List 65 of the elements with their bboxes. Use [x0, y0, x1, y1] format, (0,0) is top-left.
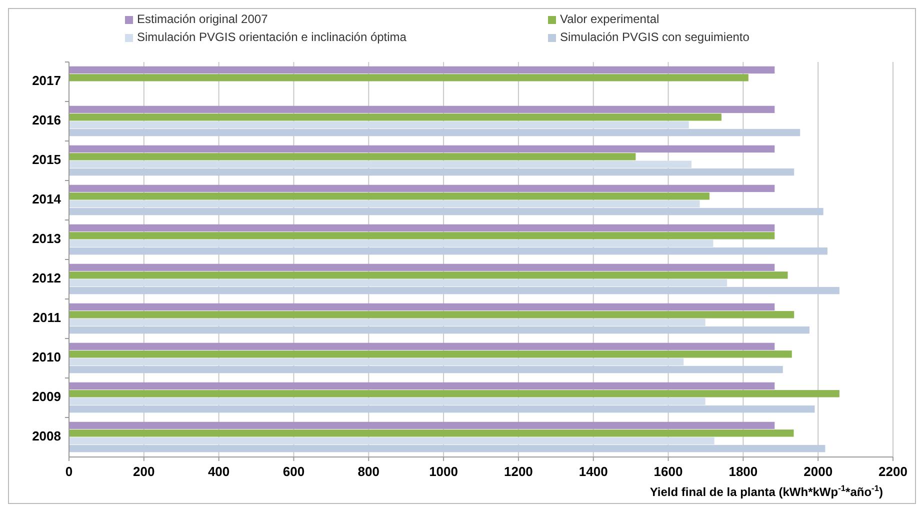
bar — [69, 264, 775, 272]
legend-label: Estimación original 2007 — [137, 12, 268, 26]
bar — [69, 247, 828, 255]
bar — [69, 240, 714, 247]
x-tick-label: 1000 — [429, 464, 458, 479]
legend-label: Valor experimental — [560, 12, 660, 26]
y-tick-label: 2013 — [32, 231, 61, 246]
bar — [69, 390, 840, 398]
y-tick-label: 2017 — [32, 73, 61, 88]
x-tick-label: 600 — [282, 464, 305, 479]
legend-label: Simulación PVGIS con seguimiento — [560, 30, 750, 44]
bar — [69, 342, 775, 350]
bar — [69, 326, 810, 334]
x-tick-label: 1200 — [504, 464, 533, 479]
bar — [69, 444, 826, 452]
x-axis-title: Yield final de la planta (kWh*kWp$^{-1}$*año$^{-1}$) — [650, 483, 883, 499]
bar — [69, 437, 714, 444]
bar — [69, 286, 840, 294]
bar — [69, 405, 815, 413]
bar — [69, 128, 800, 136]
bar — [69, 272, 788, 279]
y-tick-label: 2014 — [32, 192, 62, 207]
y-tick-label: 2008 — [32, 428, 61, 444]
bar — [69, 208, 824, 216]
bar — [69, 114, 722, 121]
bar — [69, 224, 775, 232]
bar — [69, 303, 775, 311]
x-tick-label: 2000 — [804, 464, 833, 479]
y-tick-label: 2010 — [32, 350, 61, 365]
bar — [69, 358, 684, 366]
bar — [69, 382, 775, 390]
bar — [69, 184, 775, 192]
bar — [69, 74, 748, 82]
y-tick-label: 2009 — [32, 389, 61, 404]
y-tick-label: 2012 — [32, 270, 61, 286]
y-tick-label: 2011 — [32, 310, 61, 326]
bar — [69, 350, 792, 358]
x-tick-label: 2200 — [878, 464, 908, 479]
bar — [69, 106, 775, 114]
legend-label: Simulación PVGIS orientación e inclinación óptima — [137, 30, 407, 44]
bar — [69, 232, 775, 240]
x-tick-label: 200 — [133, 464, 155, 479]
bar — [69, 145, 775, 153]
bar — [69, 279, 728, 286]
bar — [69, 168, 794, 176]
bar — [69, 121, 689, 128]
bar — [69, 160, 692, 168]
x-tick-label: 1600 — [654, 464, 683, 479]
bar — [69, 153, 636, 160]
y-tick-label: 2015 — [32, 152, 61, 168]
x-tick-label: 800 — [358, 464, 380, 479]
bar — [69, 192, 710, 200]
bar — [69, 66, 775, 74]
bar — [69, 398, 706, 405]
bar — [69, 318, 706, 326]
bar — [69, 311, 794, 318]
bar — [69, 430, 794, 437]
x-tick-label: 0 — [65, 464, 73, 479]
x-tick-label: 1800 — [728, 464, 758, 479]
bar — [69, 366, 783, 374]
bar — [69, 422, 775, 430]
x-tick-label: 400 — [208, 464, 230, 479]
x-tick-label: 1400 — [578, 464, 608, 479]
bar — [69, 200, 700, 208]
y-tick-label: 2016 — [32, 112, 61, 128]
